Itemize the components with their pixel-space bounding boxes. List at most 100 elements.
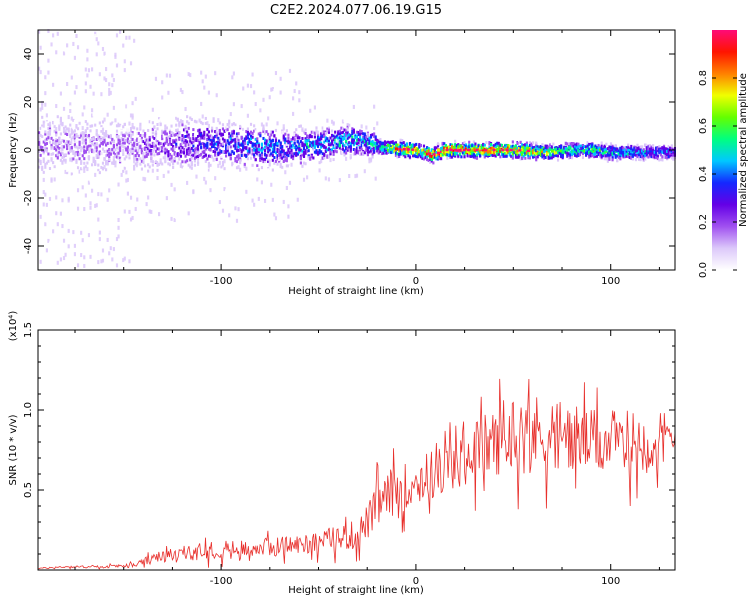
spectrogram-noise-cell	[53, 61, 56, 66]
spectrogram-noise-cell	[112, 105, 115, 110]
spectrogram-cell	[628, 151, 631, 155]
spectrogram-cell	[636, 151, 639, 155]
spectrogram-cell	[561, 154, 564, 158]
spectrogram-cell	[482, 148, 485, 152]
spectrogram-cell	[151, 141, 154, 145]
spectrogram-cell	[217, 153, 220, 157]
spectrogram-cell	[179, 143, 182, 147]
spectrogram-cell	[326, 148, 329, 152]
spectrogram-cell	[517, 154, 521, 158]
spectrogram-noise-cell	[357, 145, 360, 150]
spectrogram-cell	[410, 144, 413, 148]
spectrogram-cell	[652, 144, 655, 148]
spectrogram-cell	[217, 140, 220, 144]
spectrogram-cell	[277, 149, 281, 153]
spectrogram-cell	[73, 129, 77, 133]
spectrogram-cell	[218, 148, 221, 152]
spectrogram-noise-cell	[315, 129, 318, 134]
spectrogram-cell	[254, 147, 257, 151]
spectrogram-cell	[168, 157, 172, 161]
spectrogram-noise-cell	[38, 82, 41, 87]
snr-x-tick-label: 0	[413, 576, 419, 587]
spectrogram-cell	[270, 130, 273, 134]
spectrogram-noise-cell	[200, 70, 203, 75]
spectrogram-cell	[616, 154, 619, 158]
spectrogram-noise-cell	[120, 131, 123, 136]
spectrogram-cell	[76, 150, 80, 154]
spectrogram-cell	[298, 145, 301, 149]
spectrogram-cell	[235, 149, 239, 153]
spectrogram-cell	[201, 134, 204, 138]
spectrogram-cell	[426, 155, 429, 159]
spectrogram-cell	[394, 153, 398, 157]
spectrogram-cell	[499, 155, 502, 159]
spectrogram-noise-cell	[45, 148, 48, 153]
spectrogram-noise-cell	[136, 197, 139, 202]
spectrogram-cell	[438, 152, 441, 156]
spectrogram-cell	[257, 168, 260, 172]
spectrogram-cell	[636, 155, 639, 159]
spectrogram-cell	[511, 154, 514, 158]
spectrogram-cell	[217, 143, 220, 147]
spectrogram-x-tick-label: -100	[210, 276, 233, 287]
spectrogram-cell	[122, 138, 125, 142]
spectrogram-cell	[450, 145, 454, 149]
spectrogram-cell	[427, 147, 430, 151]
spectrogram-cell	[128, 152, 131, 156]
spectrogram-cell	[332, 158, 335, 162]
spectrogram-cell	[321, 133, 324, 137]
spectrogram-cell	[323, 144, 326, 148]
spectrogram-cell	[178, 137, 181, 141]
spectrogram-cell	[457, 154, 460, 158]
spectrogram-cell	[101, 140, 105, 144]
spectrogram-cell	[156, 141, 159, 145]
spectrogram-cell	[363, 151, 366, 155]
spectrogram-cell	[666, 149, 669, 153]
spectrogram-cell	[103, 149, 106, 153]
spectrogram-noise-cell	[108, 91, 111, 96]
spectrogram-cell	[253, 143, 256, 147]
spectrogram-peak-cell	[462, 148, 466, 152]
spectrogram-noise-cell	[295, 81, 298, 86]
spectrogram-cell	[503, 152, 507, 156]
spectrogram-cell	[407, 149, 410, 153]
spectrogram-cell	[271, 154, 274, 158]
spectrogram-cell	[89, 146, 92, 150]
spectrogram-cell	[83, 149, 86, 153]
spectrogram-noise-cell	[134, 96, 137, 101]
spectrogram-cell	[62, 175, 66, 179]
spectrogram-cell	[98, 152, 101, 156]
spectrogram-cell	[393, 147, 396, 151]
spectrogram-cell	[653, 152, 656, 156]
spectrogram-cell	[365, 143, 368, 147]
spectrogram-cell	[98, 171, 101, 175]
spectrogram-cell	[44, 162, 47, 166]
spectrogram-cell	[332, 144, 335, 148]
spectrogram-cell	[53, 165, 56, 169]
spectrogram-cell	[192, 128, 195, 132]
spectrogram-cell	[196, 144, 200, 148]
spectrogram-cell	[352, 130, 355, 134]
spectrogram-cell	[38, 165, 41, 169]
spectrogram-cell	[658, 151, 661, 155]
spectrogram-cell	[595, 150, 599, 154]
spectrogram-cell	[388, 150, 391, 154]
spectrogram-cell	[201, 155, 204, 159]
spectrogram-cell	[588, 153, 591, 157]
spectrogram-cell	[332, 138, 335, 142]
spectrogram-noise-cell	[187, 211, 190, 216]
spectrogram-cell	[288, 143, 292, 147]
spectrogram-cell	[229, 140, 232, 144]
spectrogram-cell	[50, 163, 53, 167]
spectrogram-cell	[83, 134, 86, 138]
spectrogram-noise-cell	[97, 217, 100, 222]
spectrogram-cell	[374, 135, 377, 139]
spectrogram-cell	[84, 138, 87, 142]
spectrogram-cell	[563, 150, 566, 154]
spectrogram-noise-cell	[56, 31, 59, 36]
spectrogram-noise-cell	[312, 146, 315, 151]
spectrogram-cell	[670, 147, 673, 151]
spectrogram-cell	[217, 144, 220, 148]
spectrogram-cell	[229, 145, 232, 149]
spectrogram-cell	[101, 167, 105, 171]
